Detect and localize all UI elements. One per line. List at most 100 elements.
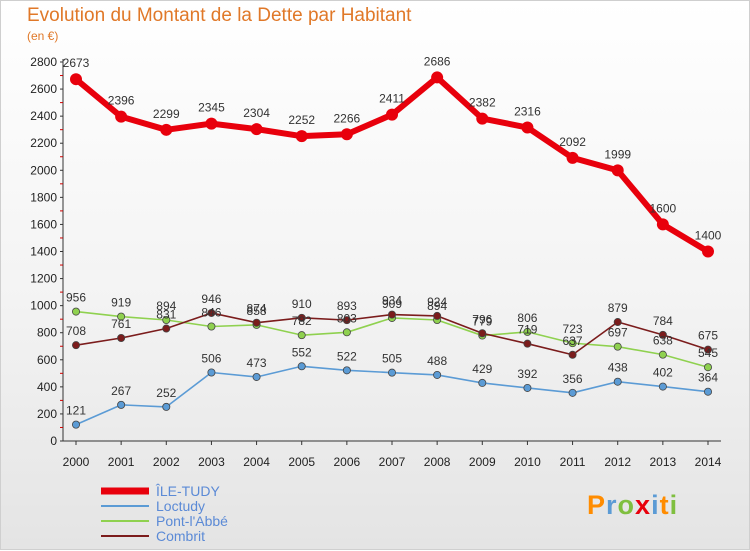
- data-label: 402: [653, 366, 673, 380]
- data-label: 2673: [63, 56, 90, 70]
- data-point: [295, 130, 308, 143]
- x-tick-label: 2006: [334, 455, 361, 469]
- data-point: [523, 339, 532, 348]
- y-tick-label: 1200: [30, 272, 57, 286]
- data-point: [342, 316, 351, 325]
- data-point: [72, 307, 81, 316]
- data-label: 858: [247, 304, 267, 318]
- legend-label: Loctudy: [156, 498, 205, 514]
- chart-subtitle: (en €): [27, 29, 59, 43]
- data-point: [160, 123, 173, 136]
- data-label: 2092: [559, 135, 586, 149]
- data-point: [297, 362, 306, 371]
- data-label: 924: [427, 295, 447, 309]
- data-point: [611, 164, 624, 177]
- data-point: [117, 400, 126, 409]
- data-point: [207, 368, 216, 377]
- data-point: [250, 123, 263, 136]
- data-point: [478, 329, 487, 338]
- data-point: [613, 342, 622, 351]
- data-point: [702, 245, 714, 258]
- data-point: [387, 310, 396, 319]
- data-point: [656, 218, 669, 231]
- data-label: 910: [292, 297, 312, 311]
- data-point: [568, 339, 577, 348]
- data-point: [566, 151, 579, 164]
- x-tick-label: 2008: [424, 455, 451, 469]
- x-tick-label: 2007: [379, 455, 406, 469]
- logo-letter: r: [606, 490, 618, 520]
- y-tick-label: 1400: [30, 245, 57, 259]
- data-point: [433, 311, 442, 320]
- legend-label: Combrit: [156, 528, 205, 544]
- data-label: 708: [66, 324, 86, 338]
- y-tick-label: 800: [37, 326, 57, 340]
- data-label: 2304: [243, 106, 270, 120]
- data-point: [115, 110, 128, 123]
- data-point: [613, 318, 622, 327]
- data-label: 2686: [424, 54, 451, 68]
- data-label: 356: [563, 372, 583, 386]
- data-label: 2266: [334, 111, 361, 125]
- data-label: 846: [201, 305, 221, 319]
- data-label: 637: [563, 334, 583, 348]
- data-point: [117, 333, 126, 342]
- data-label: 545: [698, 346, 718, 360]
- data-label: 121: [66, 404, 86, 418]
- legend-label: Pont-l'Abbé: [156, 513, 228, 529]
- data-point: [340, 128, 353, 141]
- y-tick-label: 1600: [30, 217, 57, 231]
- data-point: [72, 341, 81, 350]
- data-label: 638: [653, 334, 673, 348]
- data-label: 874: [247, 302, 267, 316]
- data-label: 894: [427, 299, 447, 313]
- data-point: [433, 370, 442, 379]
- x-tick-label: 2014: [695, 455, 722, 469]
- data-label: 796: [472, 312, 492, 326]
- x-tick-label: 2011: [560, 455, 586, 469]
- data-label: 429: [472, 362, 492, 376]
- legend-label: ÎLE-TUDY: [155, 483, 220, 499]
- data-label: 1400: [695, 229, 722, 243]
- data-point: [658, 330, 667, 339]
- data-point: [704, 363, 713, 372]
- data-point: [162, 324, 171, 333]
- data-label: 438: [608, 361, 628, 375]
- logo-letter: x: [635, 490, 652, 520]
- data-label: 252: [156, 386, 176, 400]
- data-label: 552: [292, 345, 312, 359]
- data-point: [205, 117, 218, 130]
- data-label: 697: [608, 326, 628, 340]
- x-tick-label: 2000: [63, 455, 90, 469]
- data-point: [658, 350, 667, 359]
- data-point: [568, 350, 577, 359]
- data-label: 2316: [514, 105, 541, 119]
- data-point: [342, 328, 351, 337]
- x-tick-label: 2012: [604, 455, 631, 469]
- data-label: 894: [156, 299, 176, 313]
- data-label: 806: [517, 311, 537, 325]
- data-point: [117, 312, 126, 321]
- data-label: 2396: [108, 94, 135, 108]
- y-tick-label: 2400: [30, 109, 57, 123]
- data-label: 2345: [198, 101, 225, 115]
- y-tick-label: 2800: [30, 55, 57, 69]
- data-label: 719: [517, 323, 537, 337]
- data-point: [342, 366, 351, 375]
- data-label: 2299: [153, 107, 180, 121]
- data-point: [476, 112, 489, 125]
- data-label: 946: [201, 292, 221, 306]
- x-tick-label: 2013: [650, 455, 677, 469]
- data-label: 1999: [604, 147, 631, 161]
- data-point: [568, 388, 577, 397]
- data-label: 956: [66, 291, 86, 305]
- data-label: 522: [337, 349, 357, 363]
- data-point: [207, 322, 216, 331]
- data-point: [387, 368, 396, 377]
- y-tick-label: 2000: [30, 163, 57, 177]
- x-tick-label: 2001: [108, 455, 135, 469]
- data-label: 909: [382, 297, 402, 311]
- y-tick-label: 400: [37, 380, 57, 394]
- proxiti-logo: Proxiti: [587, 490, 678, 521]
